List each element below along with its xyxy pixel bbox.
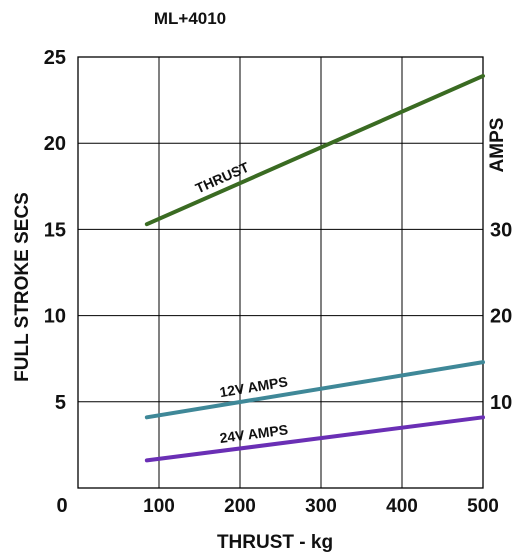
series-line bbox=[144, 415, 485, 463]
y-tick-label-left: 25 bbox=[44, 47, 66, 69]
y-axis-label-right: AMPS bbox=[487, 118, 508, 173]
x-tick-label: 100 bbox=[143, 496, 175, 517]
series-lines bbox=[144, 73, 485, 463]
x-tick-label: 300 bbox=[305, 496, 337, 517]
chart-title: ML+4010 bbox=[154, 9, 226, 28]
y-tick-label-left: 20 bbox=[44, 133, 66, 155]
x-tick-label: 400 bbox=[386, 496, 418, 517]
labels: ML+4010 THRUST - kg FULL STROKE SECS AMP… bbox=[12, 9, 512, 553]
series-line bbox=[144, 360, 485, 420]
x-tick-label: 500 bbox=[467, 496, 499, 517]
x-axis-label: THRUST - kg bbox=[217, 532, 333, 553]
x-tick-label: 200 bbox=[224, 496, 256, 517]
y-axis-label-left: FULL STROKE SECS bbox=[12, 192, 33, 382]
series-line bbox=[144, 73, 485, 227]
y-tick-label-right: 10 bbox=[490, 392, 512, 414]
y-tick-label-right: 30 bbox=[490, 219, 512, 241]
y-tick-label-right: 20 bbox=[490, 306, 512, 328]
origin-label: 0 bbox=[56, 495, 67, 517]
plot-frame bbox=[77, 56, 484, 489]
y-tick-label-left: 15 bbox=[44, 219, 66, 241]
y-tick-label-left: 5 bbox=[55, 392, 66, 414]
y-tick-label-left: 10 bbox=[44, 306, 66, 328]
